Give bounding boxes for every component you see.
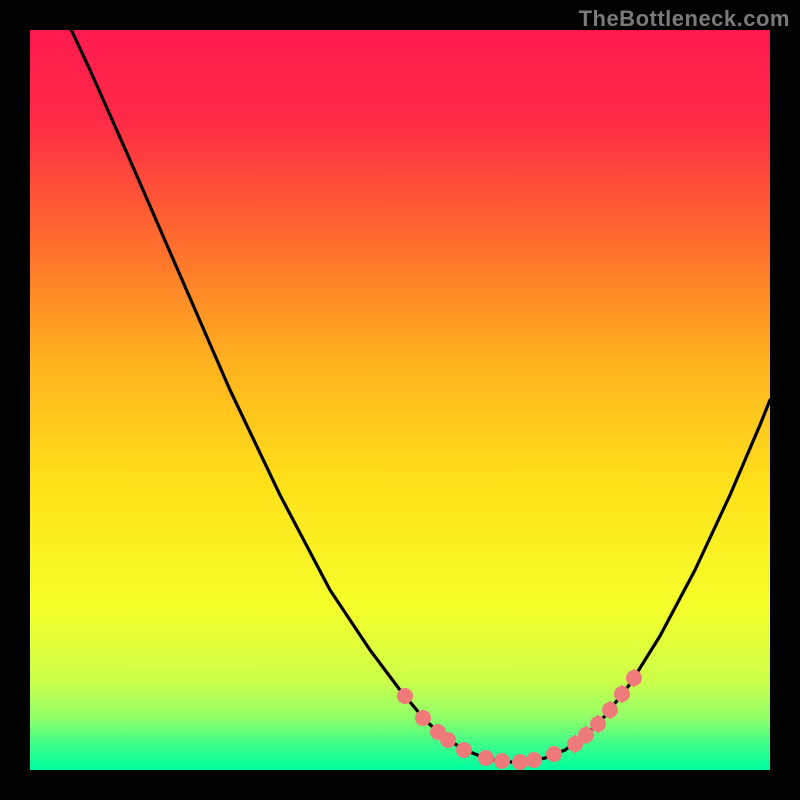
- marker-dot: [478, 750, 494, 766]
- marker-dot: [512, 754, 528, 770]
- marker-dot: [578, 727, 594, 743]
- marker-dot: [626, 670, 642, 686]
- gradient-background: [30, 30, 770, 770]
- marker-dot: [494, 753, 510, 769]
- marker-dot: [456, 742, 472, 758]
- marker-dot: [415, 710, 431, 726]
- marker-dot: [526, 752, 542, 768]
- chart-svg: [30, 30, 770, 770]
- marker-dot: [546, 746, 562, 762]
- plot-area: [30, 30, 770, 770]
- marker-dot: [440, 732, 456, 748]
- marker-dot: [590, 716, 606, 732]
- watermark-text: TheBottleneck.com: [579, 6, 790, 32]
- chart-container: TheBottleneck.com: [0, 0, 800, 800]
- marker-dot: [614, 686, 630, 702]
- marker-dot: [397, 688, 413, 704]
- marker-dot: [602, 702, 618, 718]
